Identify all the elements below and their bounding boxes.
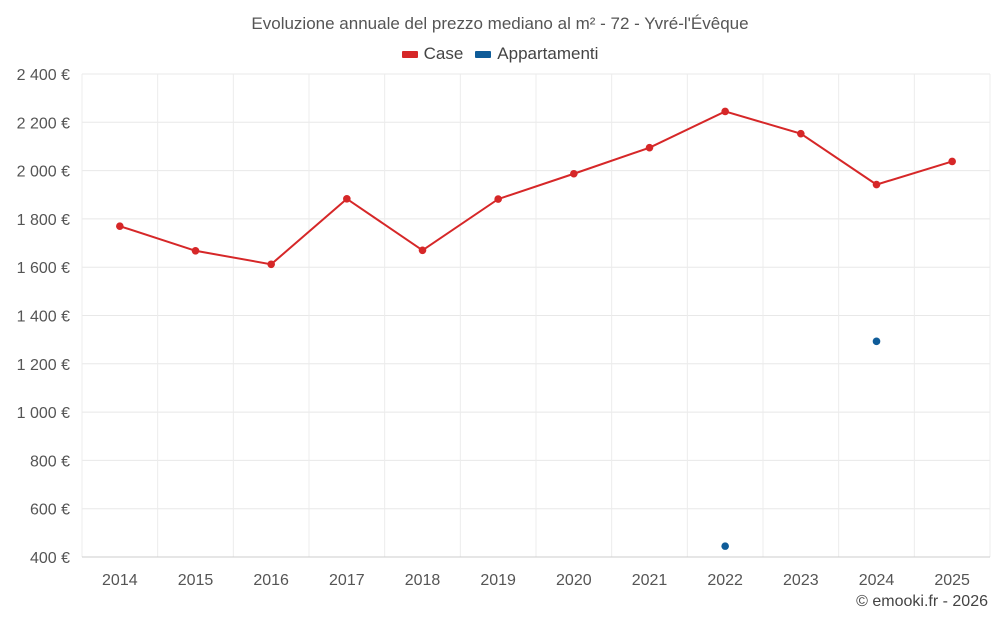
data-point-case [872, 180, 881, 189]
legend-swatch-appartamenti [475, 50, 492, 58]
legend-swatch-case [401, 50, 418, 58]
x-tick-label: 2019 [480, 572, 516, 589]
chart-title: Evoluzione annuale del prezzo mediano al… [251, 14, 749, 33]
x-tick-label: 2022 [707, 572, 743, 589]
data-point-case [191, 246, 200, 255]
x-tick-label: 2014 [102, 572, 138, 589]
x-tick-label: 2015 [178, 572, 214, 589]
data-point-case [948, 157, 956, 166]
data-point-case [721, 107, 729, 116]
y-tick-label: 800 € [30, 453, 70, 470]
legend-item-case[interactable]: Case [401, 44, 464, 64]
x-tick-label: 2025 [934, 572, 970, 589]
x-tick-label: 2021 [632, 572, 668, 589]
y-tick-label: 600 € [30, 502, 70, 519]
y-tick-label: 1 400 € [17, 309, 70, 326]
y-tick-label: 1 600 € [17, 260, 70, 277]
x-tick-label: 2017 [329, 572, 365, 589]
data-point-case [267, 260, 275, 269]
y-tick-label: 1 000 € [17, 405, 70, 422]
copyright-text: © emooki.fr - 2026 [856, 593, 988, 610]
y-tick-label: 400 € [30, 550, 70, 567]
chart-legend: Case Appartamenti [0, 44, 1000, 64]
data-point-case [570, 169, 578, 178]
data-point-appartamenti [872, 337, 881, 346]
series-line-case [119, 110, 953, 266]
y-tick-label: 2 400 € [17, 67, 70, 84]
y-tick-label: 1 800 € [17, 212, 70, 229]
data-point-case [645, 143, 654, 152]
legend-label-case: Case [423, 44, 464, 63]
x-tick-label: 2024 [859, 572, 895, 589]
x-tick-label: 2016 [253, 572, 289, 589]
data-point-case [418, 246, 427, 255]
x-tick-label: 2023 [783, 572, 819, 589]
y-tick-label: 1 200 € [17, 357, 70, 374]
legend-item-appartamenti[interactable]: Appartamenti [475, 44, 598, 64]
data-point-appartamenti [721, 542, 729, 550]
y-tick-label: 2 000 € [17, 164, 70, 181]
data-point-case [116, 222, 124, 230]
data-point-case [494, 195, 502, 203]
data-point-case [343, 195, 351, 203]
x-tick-label: 2020 [556, 572, 592, 589]
data-point-case [797, 129, 805, 138]
legend-label-appartamenti: Appartamenti [497, 44, 599, 63]
x-tick-label: 2018 [405, 572, 441, 589]
y-tick-label: 2 200 € [17, 115, 70, 132]
